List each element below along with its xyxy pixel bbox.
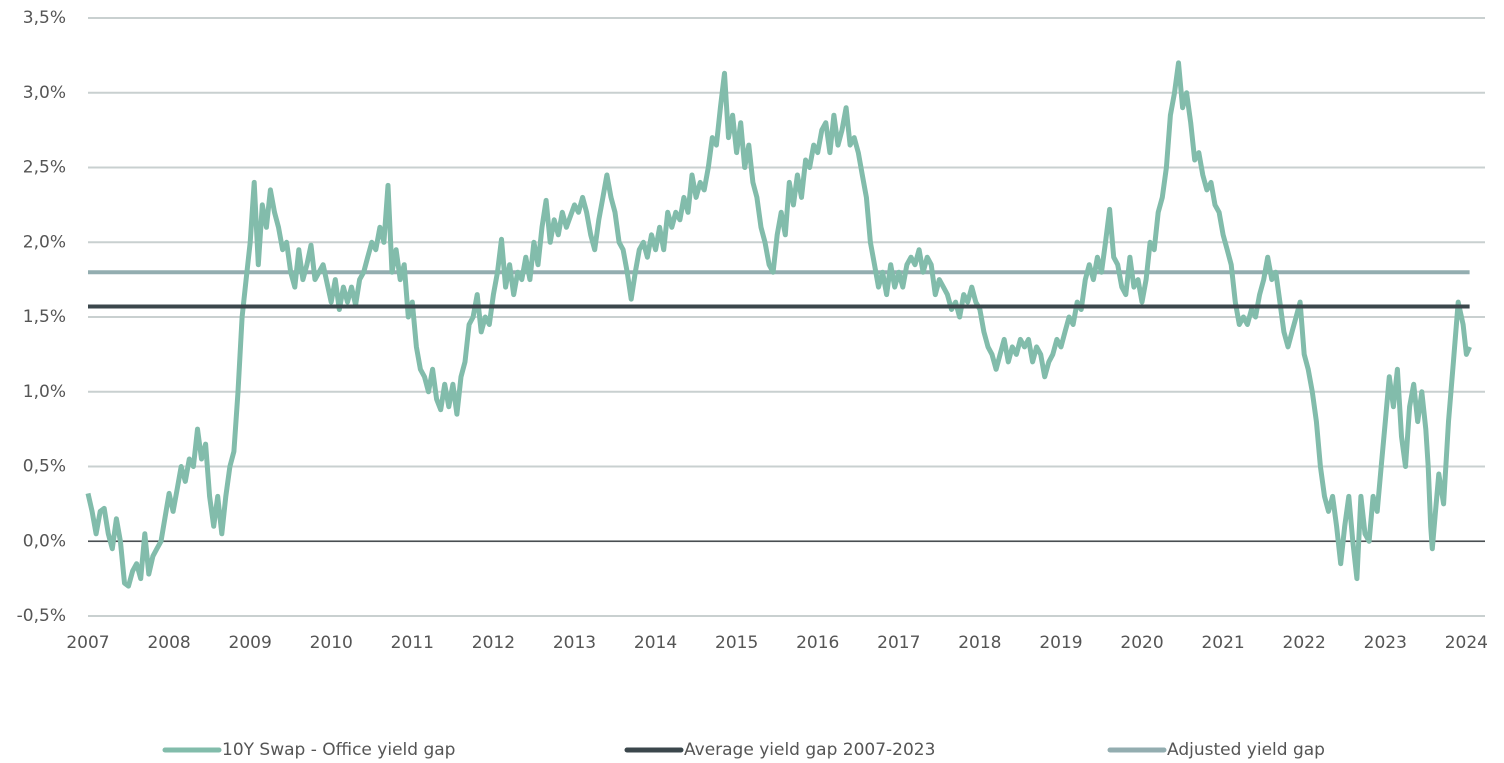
x-tick-label: 2019 [1039,633,1082,653]
x-tick-label: 2020 [1120,633,1163,653]
x-tick-label: 2010 [310,633,353,653]
x-tick-label: 2015 [715,633,758,653]
x-tick-label: 2021 [1201,633,1244,653]
series-line [85,60,1472,589]
x-tick-label: 2009 [229,633,272,653]
y-tick-label: 3,5% [23,8,66,28]
y-tick-label: 3,0% [23,83,66,103]
legend-label: Average yield gap 2007-2023 [684,740,935,760]
y-tick-label: 2,0% [23,232,66,252]
x-tick-label: 2017 [877,633,920,653]
y-tick-label: 1,0% [23,382,66,402]
y-tick-label: -0,5% [17,606,66,626]
y-tick-label: 1,5% [23,307,66,327]
x-tick-label: 2018 [958,633,1001,653]
x-tick-label: 2013 [553,633,596,653]
y-tick-label: 2,5% [23,158,66,178]
legend-label: 10Y Swap - Office yield gap [222,740,455,760]
x-tick-label: 2012 [472,633,515,653]
y-tick-label: 0,5% [23,457,66,477]
x-tick-label: 2014 [634,633,677,653]
x-tick-label: 2024 [1445,633,1488,653]
x-tick-label: 2008 [147,633,190,653]
y-tick-label: 0,0% [23,531,66,551]
legend-label: Adjusted yield gap [1167,740,1325,760]
x-tick-label: 2023 [1364,633,1407,653]
x-tick-label: 2016 [796,633,839,653]
x-tick-label: 2011 [391,633,434,653]
x-tick-label: 2007 [66,633,109,653]
x-tick-label: 2022 [1283,633,1326,653]
